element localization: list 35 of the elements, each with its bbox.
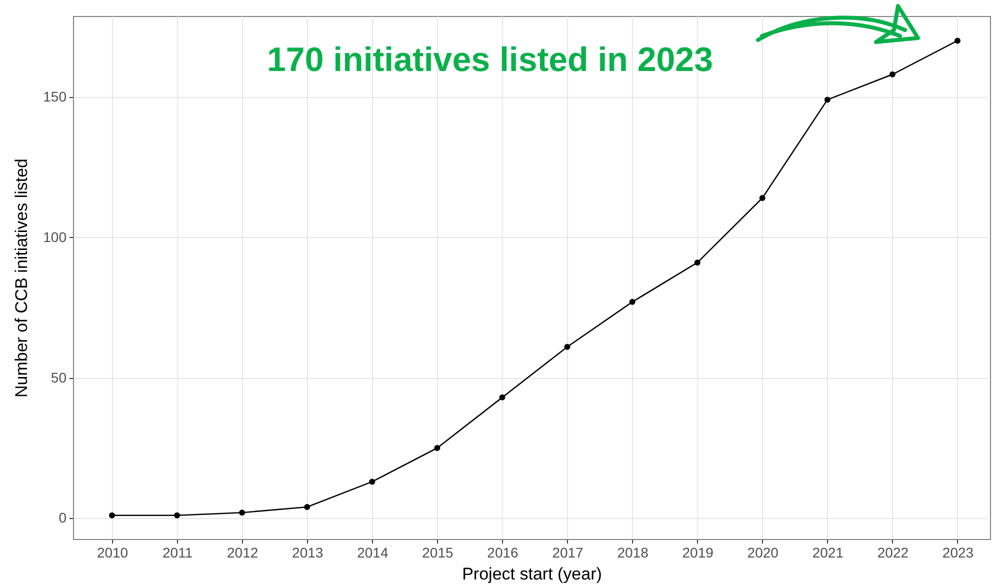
x-tick-label: 2016 bbox=[487, 544, 519, 560]
point bbox=[239, 510, 246, 516]
x-tick-label: 2017 bbox=[552, 544, 584, 560]
point bbox=[694, 260, 700, 266]
point bbox=[174, 512, 180, 518]
y-tick-label: 150 bbox=[43, 88, 67, 104]
point bbox=[824, 96, 830, 103]
point bbox=[434, 445, 440, 451]
point bbox=[304, 504, 310, 510]
point bbox=[759, 195, 766, 202]
point bbox=[109, 512, 116, 518]
x-tick-label: 2013 bbox=[292, 544, 324, 560]
x-tick-label: 2023 bbox=[942, 544, 974, 560]
y-tick-label: 50 bbox=[50, 369, 67, 386]
x-tick-label: 2019 bbox=[682, 544, 714, 560]
annotation: 170 initiatives listed in 2023 bbox=[266, 41, 714, 79]
x-tick-label: 2011 bbox=[162, 544, 193, 560]
x-tick-label: 2022 bbox=[877, 544, 909, 560]
x-tick-label: 2021 bbox=[812, 544, 844, 560]
x-axis-title: Project start (year) bbox=[462, 564, 602, 584]
point bbox=[499, 394, 506, 400]
point bbox=[564, 344, 570, 350]
point bbox=[889, 71, 896, 78]
x-tick-label: 2018 bbox=[617, 544, 649, 560]
point bbox=[369, 478, 376, 485]
x-tick-label: 2012 bbox=[227, 544, 258, 560]
y-tick-label: 100 bbox=[43, 228, 67, 245]
y-axis-title: Number of CCB initiatives listed bbox=[12, 158, 32, 398]
x-tick-label: 2020 bbox=[747, 544, 779, 560]
point bbox=[954, 38, 960, 44]
x-tick-label: 2014 bbox=[357, 544, 388, 560]
y-tick-label: 0 bbox=[58, 510, 67, 526]
point bbox=[629, 298, 636, 305]
x-tick-label: 2010 bbox=[96, 544, 128, 560]
x-tick-label: 2015 bbox=[422, 544, 454, 560]
